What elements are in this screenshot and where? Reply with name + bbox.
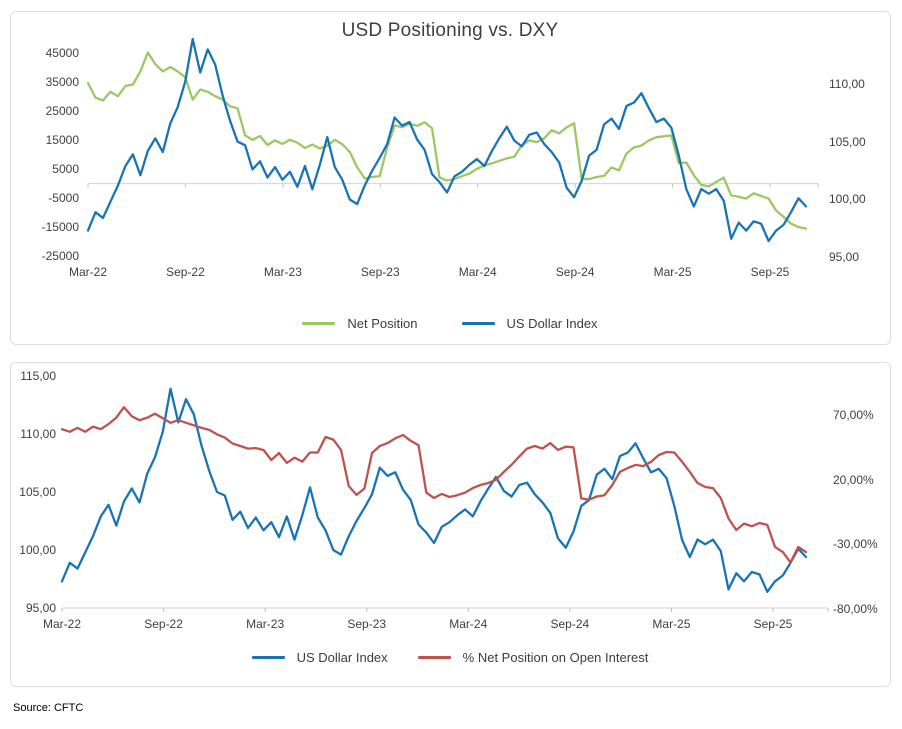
top-chart-panel <box>10 11 891 345</box>
us-dollar-index-line-swatch-2 <box>251 656 285 659</box>
top-chart-legend: Net Position US Dollar Index <box>10 316 890 331</box>
chart-title: USD Positioning vs. DXY <box>341 20 559 41</box>
source-note: Source: CFTC <box>13 702 84 714</box>
legend-item-us-dollar-index: US Dollar Index <box>461 316 598 331</box>
legend-item-us-dollar-index-2: US Dollar Index <box>251 650 388 665</box>
pct-net-position-line-swatch <box>417 656 451 659</box>
legend-item-pct-net-position: % Net Position on Open Interest <box>417 650 649 665</box>
legend-label-net-position: Net Position <box>347 316 418 331</box>
bottom-chart-panel <box>10 362 891 687</box>
legend-item-net-position: Net Position <box>302 316 418 331</box>
legend-label-pct-net-position: % Net Position on Open Interest <box>462 650 649 665</box>
us-dollar-index-line-swatch <box>461 322 495 325</box>
legend-label-us-dollar-index-2: US Dollar Index <box>296 650 388 665</box>
legend-label-us-dollar-index: US Dollar Index <box>506 316 598 331</box>
bottom-chart-legend: US Dollar Index % Net Position on Open I… <box>10 650 890 665</box>
net-position-line-swatch <box>302 322 336 325</box>
